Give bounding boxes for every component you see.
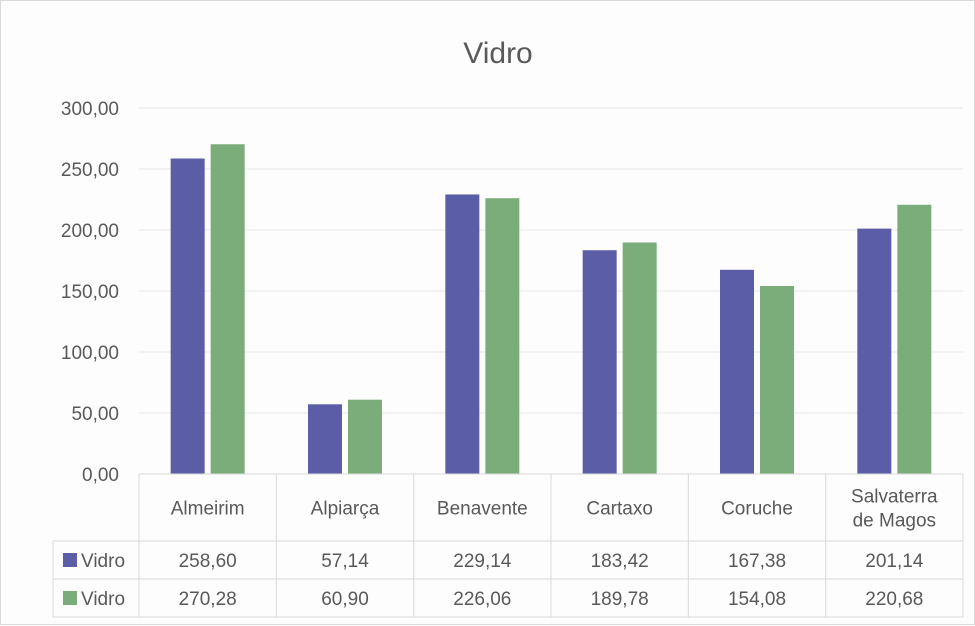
bar — [720, 269, 754, 474]
data-table-value: 270,28 — [179, 589, 237, 610]
legend-series-name: Vidro — [81, 589, 125, 610]
category-label: Salvaterra — [851, 487, 938, 508]
bar — [308, 404, 342, 474]
category-label: Cartaxo — [586, 499, 653, 520]
data-table-value: 189,78 — [591, 589, 649, 610]
legend-series-name: Vidro — [81, 551, 125, 572]
category-label: Benavente — [437, 499, 528, 520]
y-tick-label: 50,00 — [71, 404, 119, 425]
bar — [622, 242, 657, 474]
bar — [348, 399, 382, 474]
bar — [445, 194, 480, 474]
data-table-value: 57,14 — [321, 551, 369, 572]
bar — [485, 198, 520, 475]
data-table-value: 154,08 — [728, 589, 786, 610]
bar — [760, 286, 794, 474]
bar — [210, 144, 245, 474]
category-label: Alpiarça — [311, 499, 380, 520]
y-tick-label: 250,00 — [61, 160, 119, 181]
data-table-value: 201,14 — [865, 551, 924, 572]
data-table-value: 226,06 — [453, 589, 511, 610]
bar — [582, 250, 617, 474]
y-tick-label: 200,00 — [61, 221, 119, 242]
bars — [170, 144, 932, 475]
gridlines — [139, 107, 963, 475]
y-axis-tick-labels: 0,00 50,00 100,00 150,00 200,00 250,00 300,00 — [61, 99, 119, 486]
data-table-value: 220,68 — [865, 589, 923, 610]
y-tick-label: 300,00 — [61, 99, 119, 120]
category-label: Almeirim — [171, 499, 245, 520]
y-tick-label: 100,00 — [61, 343, 119, 364]
data-table: Almeirim Alpiarça Benavente Cartaxo Coruche S… — [52, 473, 964, 618]
category-label: Coruche — [721, 499, 793, 520]
category-label: de Magos — [853, 511, 936, 532]
legend-swatch — [63, 553, 77, 567]
bar — [170, 158, 205, 474]
data-table-value: 229,14 — [453, 551, 512, 572]
data-table-value: 167,38 — [728, 551, 786, 572]
chart-title: Vidro — [463, 37, 533, 70]
data-table-value: 183,42 — [591, 551, 649, 572]
y-tick-label: 150,00 — [61, 282, 119, 303]
bar — [897, 204, 932, 475]
y-tick-label: 0,00 — [82, 465, 119, 486]
data-table-value: 258,60 — [179, 551, 237, 572]
bar — [857, 228, 892, 474]
data-table-value: 60,90 — [321, 589, 369, 610]
legend-swatch — [63, 591, 77, 605]
